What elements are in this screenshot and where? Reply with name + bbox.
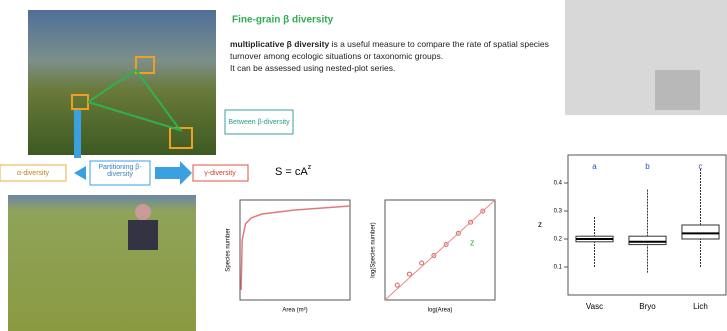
side-image bbox=[565, 0, 727, 115]
arrow bbox=[180, 161, 192, 185]
y-tick-label: 0.3 bbox=[554, 209, 563, 215]
x-axis-label: log(Area) bbox=[428, 308, 453, 314]
y-tick-label: 0.2 bbox=[554, 237, 563, 243]
y-axis-label: log(Species number) bbox=[371, 222, 377, 277]
partition-text: Partitioning β-diversity bbox=[90, 161, 150, 185]
arrow bbox=[155, 167, 180, 179]
formula-exp: z bbox=[308, 164, 312, 171]
charts: Area (m²) Species number log(Area) log(Spec… bbox=[226, 155, 726, 314]
gamma-label: γ-diversity bbox=[204, 170, 236, 177]
arrow bbox=[74, 110, 81, 158]
person bbox=[135, 204, 151, 220]
term: multiplicative β diversity bbox=[230, 39, 329, 49]
person-body bbox=[128, 220, 158, 250]
alpha-label: α-diversity bbox=[17, 170, 50, 177]
group-label: Vasc bbox=[586, 302, 603, 311]
group-letter: b bbox=[645, 162, 650, 171]
note: It can be assessed using nested-plot ser… bbox=[230, 63, 395, 73]
y-axis-label: z bbox=[538, 220, 542, 229]
arrow bbox=[74, 166, 86, 180]
formula: S = cAz bbox=[275, 164, 312, 178]
group-label: Bryo bbox=[639, 302, 656, 311]
slope-label: z bbox=[470, 237, 475, 247]
plot-frame bbox=[240, 200, 350, 300]
x-axis-label: Area (m²) bbox=[282, 308, 307, 314]
partition-label: Partitioning β-diversity bbox=[90, 161, 150, 178]
y-axis-label: Species number bbox=[226, 228, 232, 271]
side-image-part bbox=[655, 70, 700, 110]
y-tick-label: 0.4 bbox=[554, 181, 563, 187]
between-label: Between β-diversity bbox=[228, 119, 290, 126]
heading: Fine-grain β diversity bbox=[232, 15, 334, 26]
box bbox=[682, 225, 719, 239]
landscape-photo bbox=[28, 10, 216, 155]
group-letter: a bbox=[592, 162, 597, 171]
box bbox=[629, 236, 666, 244]
group-label: Lich bbox=[693, 302, 708, 311]
group-letter: c bbox=[699, 162, 703, 171]
y-tick-label: 0.1 bbox=[554, 265, 563, 271]
slide: Fine-grain β diversity multiplicative β … bbox=[0, 0, 727, 331]
body-paragraph: multiplicative β diversity is a useful m… bbox=[230, 38, 560, 74]
formula-base: S = cA bbox=[275, 166, 308, 178]
body-text: multiplicative β diversity is a useful m… bbox=[230, 38, 560, 98]
field-photo bbox=[8, 195, 196, 331]
